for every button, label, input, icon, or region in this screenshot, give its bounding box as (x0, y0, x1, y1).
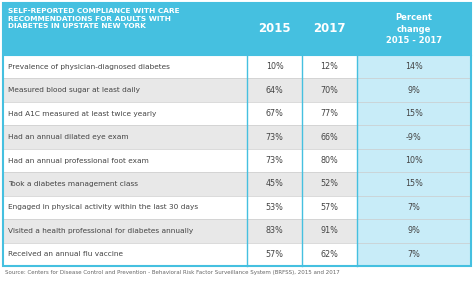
Text: 9%: 9% (408, 86, 420, 95)
Text: 70%: 70% (320, 86, 338, 95)
Bar (247, 3, 302, 55)
Bar (357, 172, 471, 196)
Text: Measured blood sugar at least daily: Measured blood sugar at least daily (8, 87, 140, 93)
Text: 14%: 14% (405, 62, 423, 71)
Bar (357, 3, 471, 55)
Bar (357, 149, 471, 172)
Text: 77%: 77% (320, 109, 338, 118)
Bar (3, 172, 357, 196)
Bar (3, 243, 357, 266)
Text: 2015: 2015 (258, 23, 291, 36)
Text: Source: Centers for Disease Control and Prevention - Behavioral Risk Factor Surv: Source: Centers for Disease Control and … (5, 270, 340, 275)
Text: Percent
change
2015 - 2017: Percent change 2015 - 2017 (386, 13, 442, 44)
Text: 80%: 80% (320, 156, 338, 165)
Text: 12%: 12% (320, 62, 338, 71)
Bar (3, 196, 357, 219)
Text: 83%: 83% (266, 226, 283, 235)
Text: 7%: 7% (408, 250, 420, 259)
Text: SELF-REPORTED COMPLIANCE WITH CARE
RECOMMENDATIONS FOR ADULTS WITH
DIABETES IN U: SELF-REPORTED COMPLIANCE WITH CARE RECOM… (8, 8, 180, 30)
Text: 45%: 45% (266, 180, 283, 188)
Text: Took a diabetes management class: Took a diabetes management class (8, 181, 138, 187)
Text: 66%: 66% (320, 133, 338, 142)
Text: Engaged in physical activity within the last 30 days: Engaged in physical activity within the … (8, 204, 198, 210)
Bar (3, 219, 357, 243)
Bar (357, 219, 471, 243)
Bar (3, 78, 357, 102)
Bar (357, 102, 471, 125)
Text: -9%: -9% (406, 133, 422, 142)
Text: 10%: 10% (405, 156, 423, 165)
Bar (3, 102, 357, 125)
Text: 62%: 62% (320, 250, 338, 259)
Bar (357, 196, 471, 219)
Text: 57%: 57% (265, 250, 283, 259)
Text: Received an annual flu vaccine: Received an annual flu vaccine (8, 251, 123, 257)
Bar (357, 125, 471, 149)
Bar (357, 243, 471, 266)
Bar (3, 149, 357, 172)
Text: 9%: 9% (408, 226, 420, 235)
Text: 2017: 2017 (313, 23, 346, 36)
Bar (3, 3, 247, 55)
Text: 64%: 64% (266, 86, 283, 95)
Text: 53%: 53% (266, 203, 283, 212)
Text: Had A1C measured at least twice yearly: Had A1C measured at least twice yearly (8, 111, 156, 117)
Text: 15%: 15% (405, 180, 423, 188)
Bar (357, 55, 471, 78)
Bar (3, 55, 357, 78)
Text: 91%: 91% (320, 226, 338, 235)
Text: Had an annual dilated eye exam: Had an annual dilated eye exam (8, 134, 128, 140)
Text: Had an annual professional foot exam: Had an annual professional foot exam (8, 158, 149, 164)
Text: 73%: 73% (266, 133, 283, 142)
Text: 15%: 15% (405, 109, 423, 118)
Text: 10%: 10% (266, 62, 283, 71)
Bar (3, 125, 357, 149)
Text: 57%: 57% (320, 203, 338, 212)
Text: 73%: 73% (266, 156, 283, 165)
Text: Visited a health professional for diabetes annually: Visited a health professional for diabet… (8, 228, 193, 234)
Bar (357, 78, 471, 102)
Bar (302, 3, 357, 55)
Text: 52%: 52% (320, 180, 338, 188)
Text: 67%: 67% (266, 109, 283, 118)
Text: 7%: 7% (408, 203, 420, 212)
Text: Prevalence of physician-diagnosed diabetes: Prevalence of physician-diagnosed diabet… (8, 64, 170, 70)
